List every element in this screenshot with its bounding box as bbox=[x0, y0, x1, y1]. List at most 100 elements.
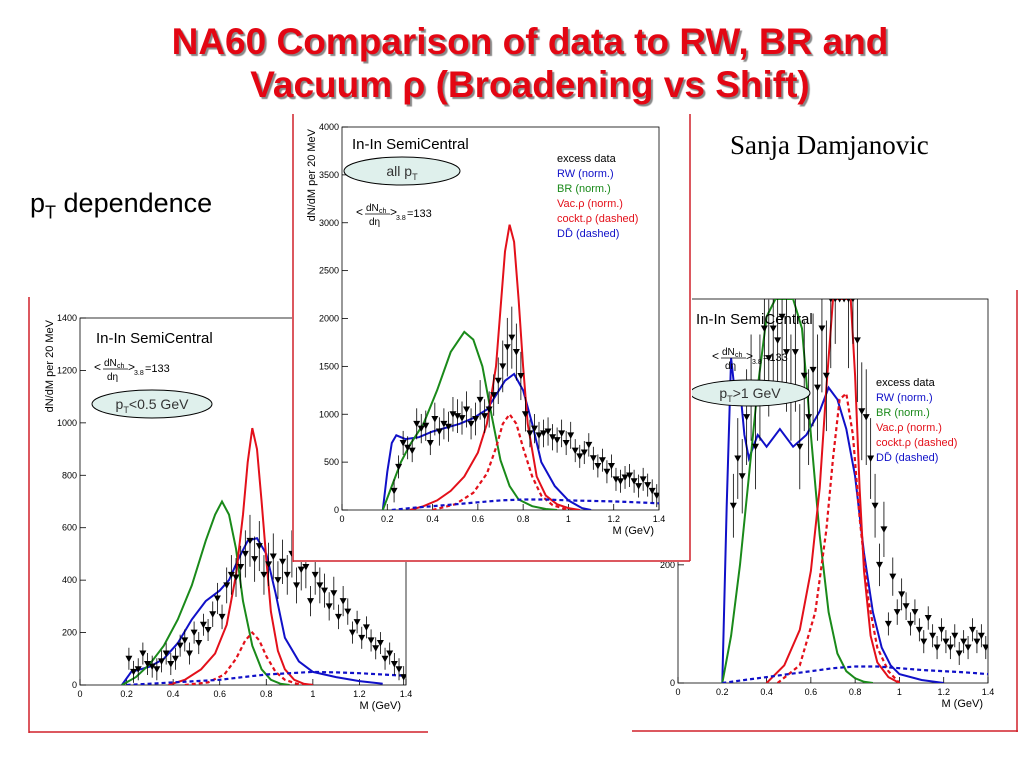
y-tick-label: 0 bbox=[72, 680, 77, 690]
data-point bbox=[440, 420, 448, 428]
data-point bbox=[503, 344, 511, 351]
data-point bbox=[302, 564, 310, 571]
data-point bbox=[805, 414, 813, 421]
series-vac-line bbox=[168, 427, 314, 685]
data-point bbox=[321, 587, 328, 595]
data-point bbox=[938, 626, 945, 634]
legend-item: DD̄ (dashed) bbox=[876, 451, 938, 464]
y-axis-label: dN/dM per 20 MeV bbox=[44, 319, 56, 412]
y-tick-label: 1000 bbox=[319, 409, 339, 419]
pt-selection-label: pT<0.5 GeV bbox=[116, 396, 190, 415]
x-axis-label: M (GeV) bbox=[359, 700, 401, 712]
data-point bbox=[381, 655, 389, 663]
series-vac-line bbox=[765, 299, 900, 683]
svg-text:ch: ch bbox=[735, 352, 743, 359]
y-tick-label: 400 bbox=[62, 575, 77, 585]
x-tick-label: 1.2 bbox=[937, 687, 950, 697]
data-point bbox=[325, 603, 333, 610]
svg-text:ch: ch bbox=[117, 363, 125, 370]
data-point bbox=[535, 432, 543, 439]
svg-text:dN: dN bbox=[722, 347, 735, 358]
y-tick-label: 500 bbox=[324, 457, 339, 467]
x-tick-label: 1.4 bbox=[982, 687, 995, 697]
data-point bbox=[134, 666, 142, 673]
data-point bbox=[339, 598, 347, 605]
data-point bbox=[494, 377, 502, 385]
series-group bbox=[381, 224, 659, 510]
data-point bbox=[969, 626, 976, 634]
x-tick-label: 0.6 bbox=[805, 687, 818, 697]
data-point bbox=[924, 615, 932, 622]
data-point bbox=[176, 642, 184, 650]
slide-title: NA60 Comparison of data to RW, BR and Va… bbox=[90, 20, 970, 106]
x-tick-label: 0.8 bbox=[260, 689, 273, 699]
chart-left-svg: 0 200 400 600 800 1000 1200 1400 0 0.2 0.4 0.6 0.8 1 1… bbox=[28, 297, 428, 733]
data-point bbox=[344, 608, 352, 616]
x-tick-label: 1.4 bbox=[653, 514, 666, 524]
y-tick-label: 1000 bbox=[57, 418, 77, 428]
data-point bbox=[567, 432, 575, 439]
data-point bbox=[729, 502, 737, 510]
data-point bbox=[607, 462, 615, 470]
data-point bbox=[426, 439, 434, 447]
data-point bbox=[367, 637, 375, 644]
y-tick-label: 200 bbox=[660, 560, 675, 570]
data-point bbox=[283, 571, 291, 579]
data-point bbox=[594, 462, 602, 470]
data-point bbox=[204, 626, 212, 634]
data-point bbox=[902, 603, 910, 610]
pt-dependence-label: pT dependence bbox=[30, 188, 212, 223]
series-group bbox=[121, 427, 406, 685]
data-point bbox=[241, 550, 249, 558]
x-axis-label: M (GeV) bbox=[612, 525, 654, 537]
legend-item: Vac.ρ (norm.) bbox=[876, 422, 942, 434]
chart-panel-right: 020040060000.20.40.60.811.21.4M (GeV)In-… bbox=[632, 290, 1018, 732]
series-dd-line bbox=[391, 498, 659, 510]
pt-selection-label: pT>1 GeV bbox=[719, 385, 781, 404]
multiplicity-label: < dN ch dη >3.8 =133 bbox=[712, 347, 788, 372]
data-point bbox=[499, 363, 507, 370]
data-point bbox=[871, 502, 879, 510]
data-point bbox=[544, 428, 552, 435]
x-tick-label: 0.2 bbox=[120, 689, 133, 699]
legend-item: cockt.ρ (dashed) bbox=[876, 437, 957, 449]
data-point bbox=[946, 644, 954, 652]
slide-title-line2: Vacuum ρ (Broadening vs Shift) bbox=[250, 64, 810, 105]
x-tick-label: 0 bbox=[339, 514, 344, 524]
author-name: Sanja Damjanovic bbox=[730, 130, 929, 160]
data-point bbox=[144, 661, 152, 668]
data-point bbox=[422, 422, 430, 430]
data-point bbox=[476, 396, 484, 404]
data-point bbox=[626, 472, 634, 480]
data-point bbox=[237, 564, 245, 571]
y-tick-label: 0 bbox=[670, 678, 675, 688]
data-point bbox=[743, 414, 751, 421]
data-point bbox=[153, 666, 161, 673]
data-point bbox=[517, 372, 525, 380]
data-point bbox=[458, 415, 466, 422]
data-point bbox=[752, 443, 759, 451]
data-point bbox=[769, 325, 777, 333]
data-point bbox=[760, 325, 768, 333]
data-point bbox=[553, 437, 561, 444]
x-tick-label: 1.2 bbox=[353, 689, 366, 699]
data-point bbox=[540, 430, 548, 437]
x-tick-label: 0.8 bbox=[517, 514, 530, 524]
data-point bbox=[580, 449, 588, 457]
data-point bbox=[472, 416, 480, 423]
x-tick-label: 1.4 bbox=[400, 689, 413, 699]
data-point bbox=[372, 645, 380, 652]
series-br-line bbox=[381, 330, 558, 510]
data-point bbox=[190, 629, 198, 637]
data-point bbox=[738, 473, 746, 480]
data-point bbox=[297, 566, 305, 574]
data-point bbox=[783, 349, 790, 356]
data-point bbox=[330, 590, 338, 597]
legend-item: Vac.ρ (norm.) bbox=[557, 198, 623, 210]
x-tick-label: 0.2 bbox=[381, 514, 394, 524]
svg-text:ch: ch bbox=[379, 208, 387, 215]
data-point bbox=[279, 558, 287, 566]
data-point bbox=[644, 482, 652, 489]
data-point bbox=[199, 621, 207, 629]
data-point bbox=[576, 453, 584, 460]
